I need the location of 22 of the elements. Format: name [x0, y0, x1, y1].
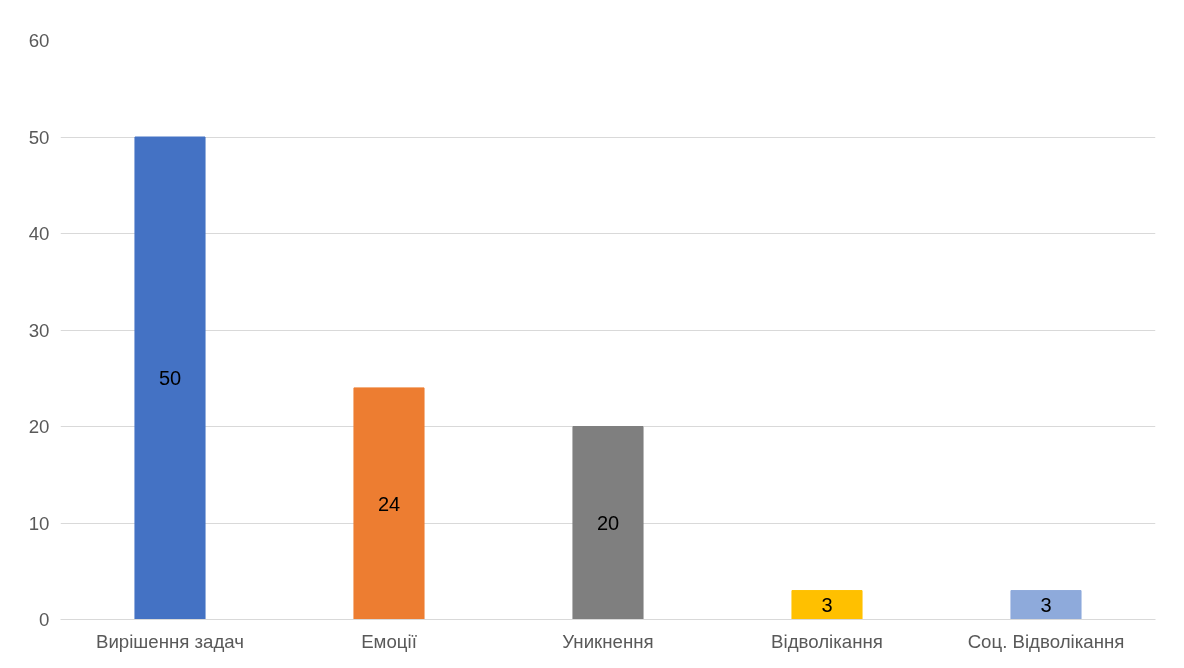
data-label: 50 — [158, 367, 182, 390]
bar — [1010, 590, 1082, 620]
bar — [791, 590, 863, 620]
data-label: 24 — [377, 492, 401, 515]
x-tick-label: Уникнення — [562, 630, 654, 652]
y-tick-label: 30 — [28, 319, 50, 341]
data-label: 3 — [1040, 594, 1052, 617]
y-tick-label: 10 — [28, 512, 50, 534]
bar — [353, 387, 425, 620]
x-tick-label: Емоції — [361, 630, 417, 652]
bar — [572, 426, 644, 620]
y-tick-label: 50 — [28, 126, 50, 148]
y-tick-label: 20 — [28, 416, 50, 437]
y-tick-label: 0 — [39, 609, 50, 630]
x-tick-label: Відволікання — [771, 630, 883, 652]
bar — [134, 136, 206, 620]
x-tick-label: Соц. Відволікання — [967, 630, 1125, 652]
data-label: 20 — [596, 512, 620, 534]
x-tick-label: Вирішення задач — [95, 630, 245, 652]
y-tick-label: 40 — [28, 223, 50, 244]
data-label: 3 — [821, 594, 833, 617]
y-tick-label: 60 — [28, 30, 50, 51]
